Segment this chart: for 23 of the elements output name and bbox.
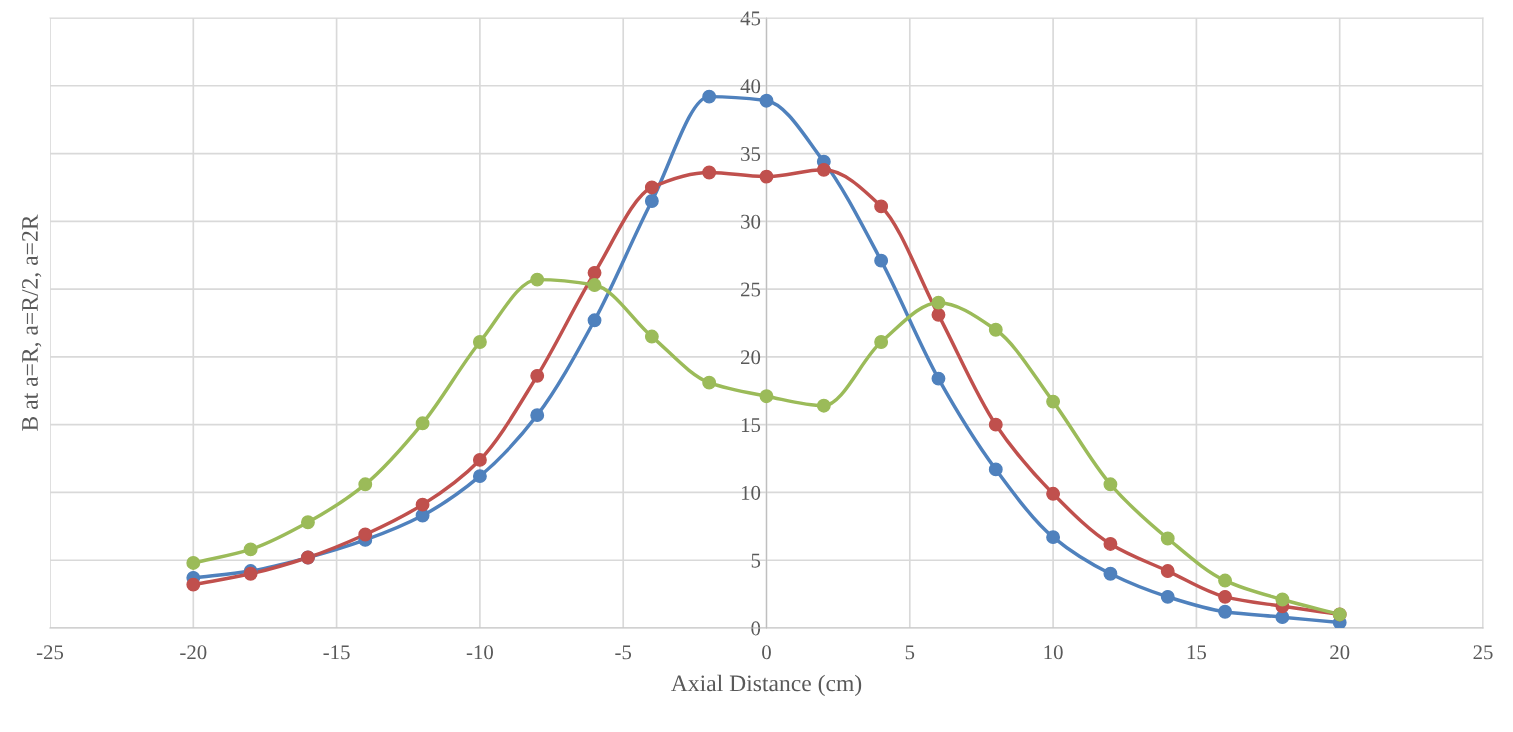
x-tick-label: 10 bbox=[1044, 645, 1063, 660]
y-tick-label: 25 bbox=[741, 282, 761, 297]
x-tick-label: 25 bbox=[1473, 645, 1493, 660]
y-tick-label: 10 bbox=[741, 485, 761, 500]
x-tick-label: -10 bbox=[466, 645, 493, 660]
y-tick-label: 30 bbox=[741, 214, 761, 229]
x-axis-title: Axial Distance (cm) bbox=[671, 674, 862, 697]
y-tick-label: 40 bbox=[740, 79, 761, 94]
y-tick-label: 5 bbox=[751, 553, 761, 568]
x-tick-label: -15 bbox=[323, 645, 350, 660]
x-tick-label: -20 bbox=[180, 645, 207, 660]
y-tick-label: 15 bbox=[741, 418, 761, 433]
y-tick-label: 45 bbox=[740, 11, 761, 26]
y-axis-title: B at a=R, a=R/2, a=2R bbox=[22, 214, 42, 431]
x-tick-label: 0 bbox=[762, 645, 771, 660]
x-tick-label: 15 bbox=[1187, 645, 1206, 660]
y-tick-label: 0 bbox=[751, 621, 761, 636]
x-tick-label: 20 bbox=[1330, 645, 1350, 660]
x-tick-label: -25 bbox=[36, 645, 64, 660]
y-tick-label: 20 bbox=[741, 350, 761, 365]
y-tick-label: 35 bbox=[741, 146, 761, 161]
x-tick-label: -5 bbox=[615, 645, 632, 660]
x-tick-label: 5 bbox=[905, 645, 915, 660]
